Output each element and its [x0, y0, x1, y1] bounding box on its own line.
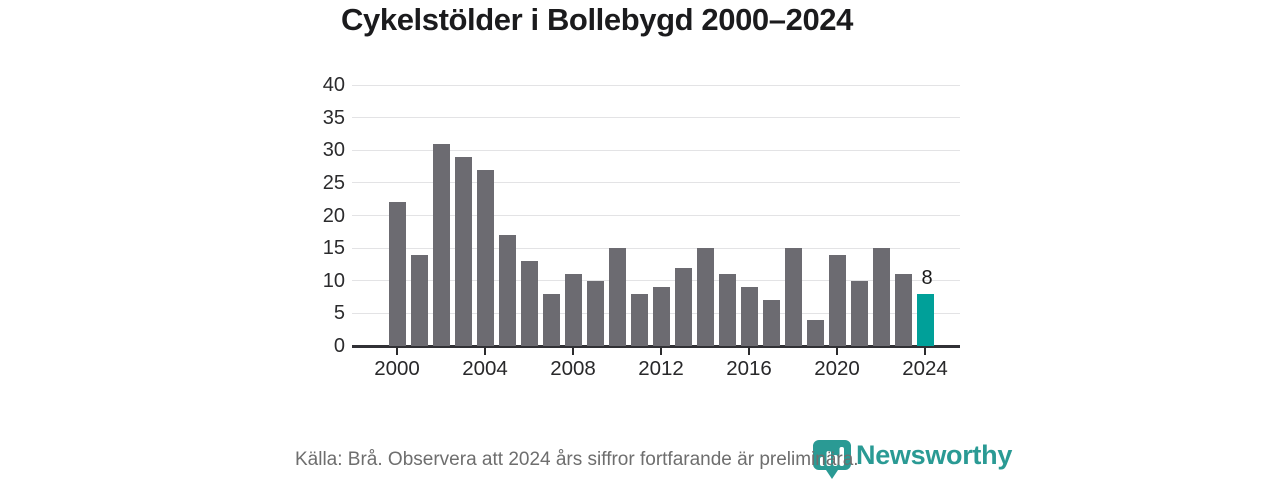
newsworthy-logo: Newsworthy: [812, 439, 1012, 480]
bar-2007: [542, 293, 560, 346]
bar-2008: [564, 274, 582, 346]
y-axis-label-30: 30: [322, 139, 345, 162]
x-tick-2004: [484, 348, 486, 355]
y-axis-label-35: 35: [322, 106, 345, 129]
bar-2022: [872, 248, 890, 346]
bar-2016: [740, 287, 758, 346]
y-axis-label-20: 20: [322, 204, 345, 227]
bar-2024: [916, 293, 934, 346]
source-note: Källa: Brå. Observera att 2024 års siffr…: [295, 449, 859, 470]
highlight-value-label: 8: [921, 266, 933, 289]
bar-2002: [432, 143, 450, 346]
bar-2003: [454, 156, 472, 346]
bar-2004: [476, 169, 494, 346]
x-tick-2000: [396, 348, 398, 355]
bar-2009: [586, 280, 604, 346]
bar-2012: [652, 287, 670, 346]
bar-2019: [806, 319, 824, 346]
gridline-y-20: [352, 215, 960, 216]
y-axis-label-25: 25: [322, 171, 345, 194]
y-axis-label-0: 0: [333, 335, 345, 357]
gridline-y-15: [352, 247, 960, 249]
bar-2006: [520, 261, 538, 346]
bar-2010: [608, 248, 626, 346]
gridline-y-25: [352, 182, 960, 184]
bar-2017: [762, 300, 780, 346]
gridline-y-40: [352, 84, 960, 86]
bar-2020: [828, 254, 846, 346]
x-tick-2020: [836, 348, 838, 355]
chart-title: Cykelstölder i Bollebygd 2000–2024: [341, 2, 853, 37]
bar-2011: [630, 293, 648, 346]
bar-2000: [388, 202, 406, 346]
bar-2015: [718, 274, 736, 346]
bar-2014: [696, 248, 714, 346]
x-axis-label-2012: 2012: [638, 357, 684, 380]
x-tick-2024: [924, 348, 926, 355]
x-axis-label-2000: 2000: [374, 357, 420, 380]
gridline-y-10: [352, 280, 960, 282]
x-axis-label-2020: 2020: [814, 357, 860, 380]
x-tick-2012: [660, 348, 662, 355]
x-axis-label-2004: 2004: [462, 357, 508, 380]
bar-2013: [674, 267, 692, 346]
y-axis-label-15: 15: [322, 237, 345, 260]
y-axis-label-5: 5: [333, 302, 345, 325]
x-tick-2008: [572, 348, 574, 355]
bar-2021: [850, 280, 868, 346]
gridline-y-35: [352, 117, 960, 119]
x-axis-label-2024: 2024: [902, 357, 948, 380]
y-axis-label-40: 40: [322, 74, 345, 96]
x-tick-2016: [748, 348, 750, 355]
bar-2005: [498, 235, 516, 346]
x-axis-line: [352, 345, 960, 348]
newsworthy-logo-text: Newsworthy: [856, 440, 1013, 470]
bar-2001: [410, 254, 428, 346]
bar-2023: [894, 274, 912, 346]
x-axis-label-2016: 2016: [726, 357, 772, 380]
gridline-y-30: [352, 149, 960, 151]
newsworthy-logo-icon: [813, 440, 851, 479]
y-axis-label-10: 10: [322, 269, 345, 292]
x-axis-label-2008: 2008: [550, 357, 596, 380]
bar-2018: [784, 248, 802, 346]
